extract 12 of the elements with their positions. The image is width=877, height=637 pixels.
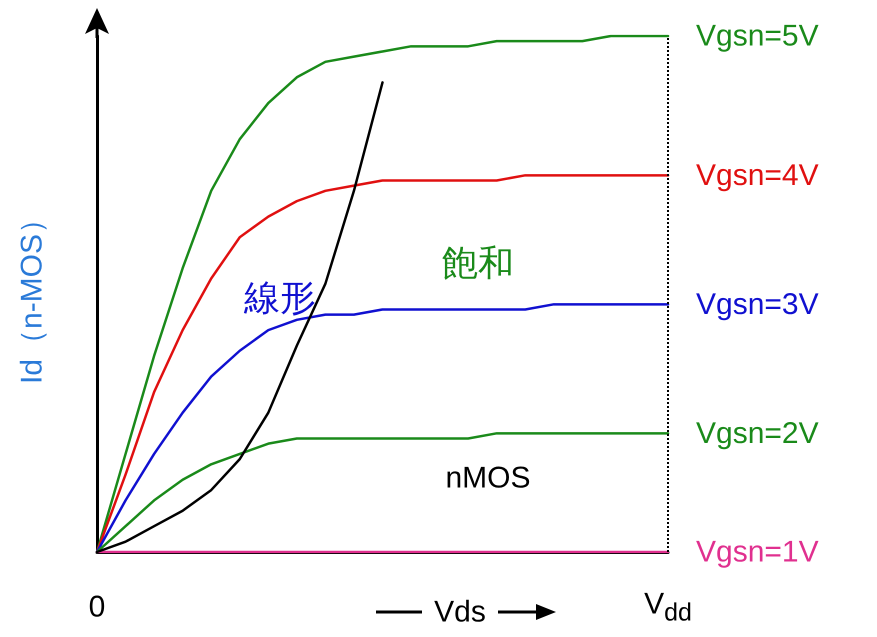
series-label: Vgsn=2V bbox=[696, 416, 819, 450]
series-label: Vgsn=3V bbox=[696, 288, 819, 321]
series-label: Vgsn=4V bbox=[696, 158, 819, 192]
series-label: Vgsn=5V bbox=[696, 20, 819, 52]
x-axis-title: Vds bbox=[434, 596, 486, 628]
series-label: Vgsn=1V bbox=[696, 536, 819, 568]
x-tick-label: 0 bbox=[88, 590, 106, 624]
y-axis-title: Id（n-MOS） bbox=[16, 204, 48, 384]
annotation: 線形 bbox=[244, 277, 316, 318]
annotation: 飽和 bbox=[442, 242, 514, 284]
annotation: nMOS bbox=[445, 462, 531, 494]
x-tick-label: V$_{dd}$ bbox=[644, 587, 692, 627]
